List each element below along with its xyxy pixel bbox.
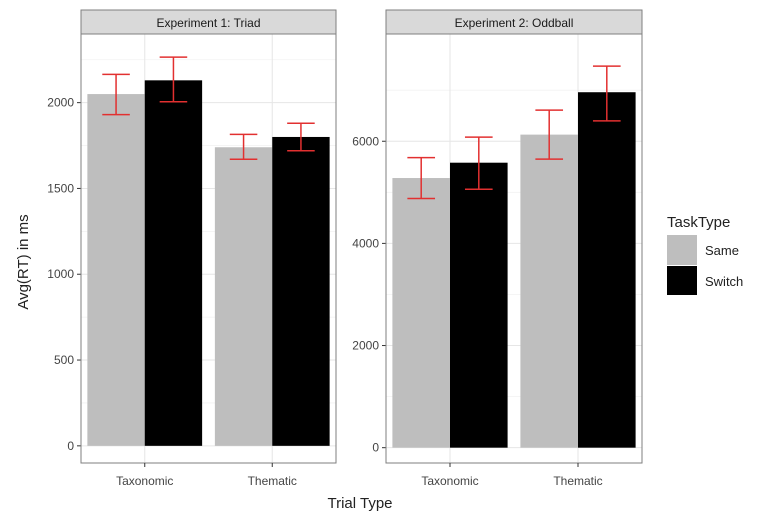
x-tick-label: Thematic [248, 474, 297, 488]
bar-same-thematic [214, 147, 273, 446]
bar-switch-thematic [578, 92, 636, 448]
bar-same-thematic [520, 134, 578, 448]
y-tick-label: 6000 [352, 134, 379, 148]
bar-switch-thematic [272, 136, 330, 446]
x-tick-label: Taxonomic [116, 474, 173, 488]
panel-1: Experiment 1: Triad 0 500 1000 1500 2000 Taxon… [47, 9, 337, 488]
y-tick-label: 500 [54, 353, 74, 367]
error-bar-same-taxonomic [407, 156, 436, 200]
error-bar-same-thematic [229, 133, 258, 161]
y-tick-label: 1500 [47, 181, 74, 195]
y-tick-label: 2000 [352, 339, 379, 353]
y-axis-title: Avg(RT) in ms [15, 214, 32, 309]
legend-label-same: Same [705, 243, 739, 258]
legend-label-switch: Switch [705, 274, 743, 289]
x-tick-label: Taxonomic [421, 474, 478, 488]
x-axis-title: Trial Type [327, 495, 392, 512]
y-tick-label: 0 [67, 439, 74, 453]
error-bar-switch-thematic [592, 65, 621, 122]
facet-strip [385, 9, 643, 35]
facet-title: Experiment 1: Triad [156, 16, 260, 30]
y-tick-label: 2000 [47, 96, 74, 110]
panel-border [385, 33, 643, 464]
y-tick-label: 4000 [352, 236, 379, 250]
y-tick-label: 0 [372, 441, 379, 455]
panel-border [80, 33, 337, 464]
legend-key-switch [667, 266, 697, 295]
bar-switch-taxonomic [450, 162, 508, 448]
error-bar-switch-thematic [287, 122, 315, 152]
y-tick-label: 1000 [47, 267, 74, 281]
error-bar-switch-taxonomic [464, 136, 493, 191]
bar-switch-taxonomic [144, 80, 203, 446]
legend: TaskType Same Switch [667, 214, 743, 295]
facet-title: Experiment 2: Oddball [455, 16, 574, 30]
error-bar-same-thematic [535, 109, 564, 160]
bar-same-taxonomic [87, 94, 145, 446]
error-bar-switch-taxonomic [159, 56, 188, 103]
legend-title: TaskType [667, 214, 730, 231]
legend-key-same [667, 235, 697, 265]
panel-2: Experiment 2: Oddball 0 2000 4000 6000 Taxono… [352, 9, 643, 488]
error-bar-same-taxonomic [102, 73, 130, 116]
bar-same-taxonomic [392, 178, 450, 448]
chart-panels: Experiment 1: Triad 0 500 1000 1500 2000 Taxon… [47, 9, 643, 488]
x-tick-label: Thematic [553, 474, 602, 488]
facet-strip [80, 9, 337, 35]
